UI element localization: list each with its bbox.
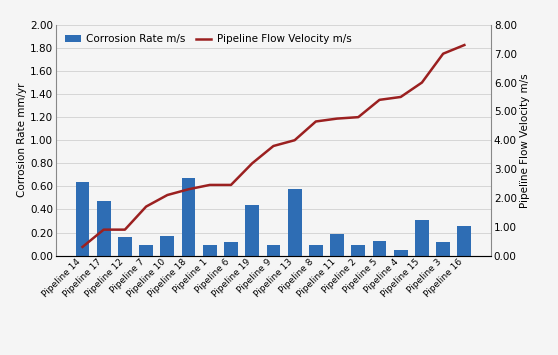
Pipeline Flow Velocity m/s	[164, 193, 171, 197]
Pipeline Flow Velocity m/s	[397, 95, 404, 99]
Pipeline Flow Velocity m/s	[376, 98, 383, 102]
Bar	[330, 234, 344, 256]
Pipeline Flow Velocity m/s	[249, 161, 256, 165]
Bar	[288, 189, 301, 256]
Bar	[97, 201, 110, 256]
Pipeline Flow Velocity m/s	[185, 187, 192, 191]
Bar	[436, 242, 450, 256]
Pipeline Flow Velocity m/s	[270, 144, 277, 148]
Pipeline Flow Velocity m/s	[291, 138, 298, 142]
Pipeline Flow Velocity m/s	[228, 183, 234, 187]
Bar	[161, 236, 174, 256]
Pipeline Flow Velocity m/s	[122, 228, 128, 232]
Bar	[203, 245, 217, 256]
Bar	[267, 245, 280, 256]
Bar	[394, 250, 407, 256]
Line: Pipeline Flow Velocity m/s: Pipeline Flow Velocity m/s	[83, 45, 464, 247]
Pipeline Flow Velocity m/s	[312, 119, 319, 124]
Bar	[118, 237, 132, 256]
Pipeline Flow Velocity m/s	[334, 116, 340, 121]
Bar	[415, 220, 429, 256]
Pipeline Flow Velocity m/s	[418, 80, 425, 84]
Bar	[182, 178, 195, 256]
Y-axis label: Pipelïne Flow Velocity m/s: Pipelïne Flow Velocity m/s	[519, 73, 530, 208]
Bar	[75, 182, 89, 256]
Pipeline Flow Velocity m/s	[100, 228, 107, 232]
Pipeline Flow Velocity m/s	[440, 51, 446, 56]
Bar	[352, 245, 365, 256]
Pipeline Flow Velocity m/s	[355, 115, 362, 119]
Pipeline Flow Velocity m/s	[206, 183, 213, 187]
Pipeline Flow Velocity m/s	[143, 204, 150, 209]
Bar	[224, 242, 238, 256]
Pipeline Flow Velocity m/s	[79, 245, 86, 249]
Pipeline Flow Velocity m/s	[461, 43, 468, 47]
Legend: Corrosion Rate m/s, Pipeline Flow Velocity m/s: Corrosion Rate m/s, Pipeline Flow Veloci…	[61, 30, 355, 48]
Y-axis label: Corrosion Rate mm/yr: Corrosion Rate mm/yr	[17, 83, 27, 197]
Bar	[309, 245, 323, 256]
Bar	[140, 245, 153, 256]
Bar	[246, 205, 259, 256]
Bar	[458, 226, 472, 256]
Bar	[373, 241, 386, 256]
